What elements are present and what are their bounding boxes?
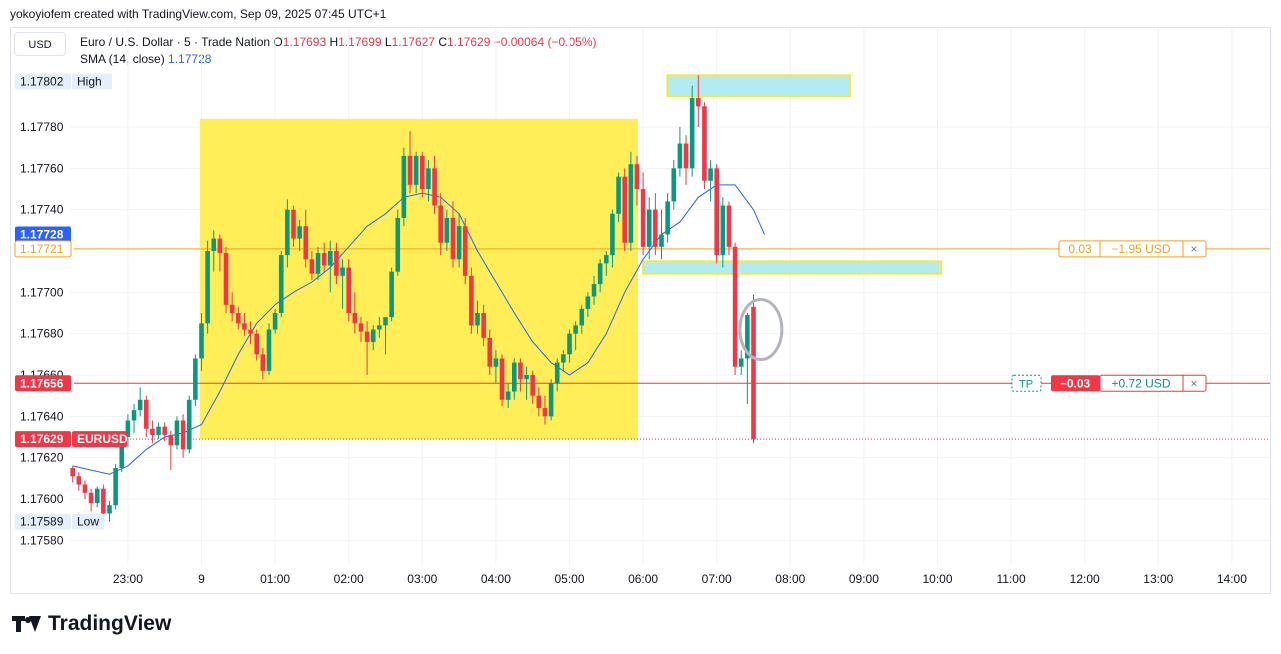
open-value: 1.17693	[282, 35, 327, 49]
symbol-legend: Euro / U.S. Dollar · 5 · Trade Nation O1…	[80, 35, 596, 49]
sma-label: SMA (14, close)	[80, 52, 165, 66]
high-label: H	[329, 35, 339, 49]
low-value: 1.17627	[391, 35, 435, 49]
sma-legend[interactable]: SMA (14, close) 1.17728	[80, 52, 211, 66]
high-value: 1.17699	[338, 35, 382, 49]
symbol-name[interactable]: Euro / U.S. Dollar · 5 · Trade Nation	[80, 35, 271, 49]
change-value: −0.00064 (−0.05%)	[493, 35, 597, 49]
brand-logo[interactable]: TradingView	[12, 612, 171, 636]
tradingview-logo-icon	[12, 614, 42, 634]
currency-button[interactable]: USD	[14, 32, 66, 56]
open-label: O	[273, 35, 283, 49]
sma-value: 1.17728	[168, 52, 212, 66]
close-value: 1.17629	[447, 35, 491, 49]
chart-frame	[10, 27, 1271, 594]
low-label: L	[384, 35, 392, 49]
credit-text: yokoyiofem created with TradingView.com,…	[10, 7, 387, 21]
brand-name: TradingView	[48, 612, 172, 635]
close-label: C	[438, 35, 447, 49]
